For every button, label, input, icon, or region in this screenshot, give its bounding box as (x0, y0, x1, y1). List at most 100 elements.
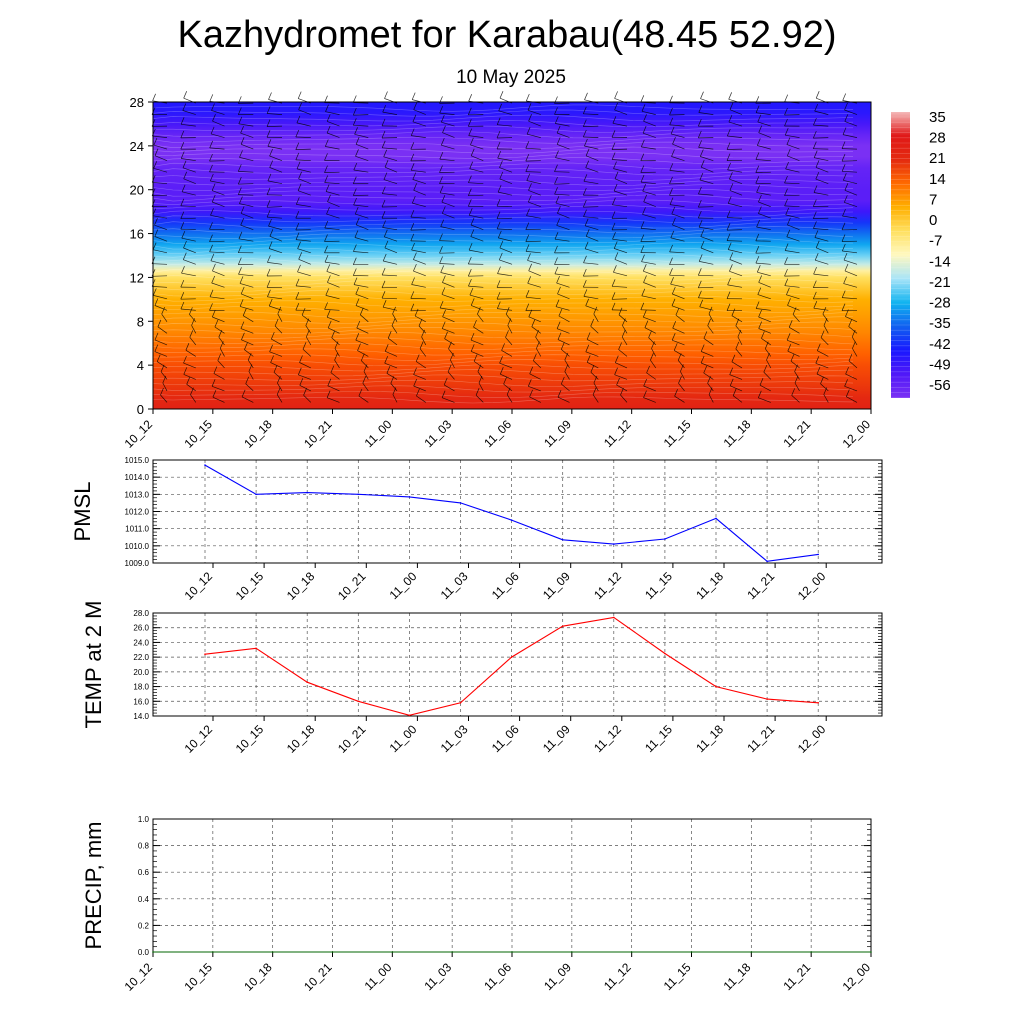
colorbar (891, 112, 910, 398)
data-point (664, 538, 666, 540)
wind-barb (727, 230, 742, 231)
wind-barb (612, 299, 627, 300)
y-tick-label: 1012.0 (125, 508, 150, 517)
wind-barb (267, 126, 282, 127)
heatmap-x-tick-label: 10_15 (181, 417, 215, 451)
y-tick-label: 0.4 (138, 895, 150, 904)
wind-barb (296, 149, 311, 150)
wind-barb-flag (785, 95, 788, 102)
wind-barb-flag (615, 91, 618, 98)
heatmap-y-tick-label: 28 (130, 95, 144, 110)
data-point (392, 951, 394, 953)
y-tick-label: 16.0 (133, 697, 149, 706)
x-tick-label: 11_09 (540, 569, 573, 602)
x-tick-label: 10_21 (301, 960, 335, 994)
data-point (511, 951, 513, 953)
heatmap-x-tick-label: 11_09 (541, 417, 574, 450)
x-tick-label: 11_03 (438, 722, 471, 755)
wind-barb (353, 115, 368, 116)
data-point (571, 951, 573, 953)
wind-barb (641, 310, 656, 311)
x-tick-label: 11_12 (601, 960, 634, 993)
data-point (751, 951, 753, 953)
wind-barb-flag (184, 91, 187, 98)
x-tick-label: 11_21 (744, 722, 777, 755)
data-point (306, 681, 308, 683)
data-point (715, 686, 717, 688)
pmsl-panel: 1009.01010.01011.01012.01013.01014.01015… (70, 456, 882, 603)
heatmap-y-tick-label: 4 (137, 358, 144, 373)
colorbar-label: 0 (929, 212, 937, 229)
y-tick-label: 1015.0 (125, 456, 150, 465)
colorbar-label: -28 (929, 295, 951, 312)
x-tick-label: 10_12 (122, 960, 156, 994)
data-point (358, 494, 360, 496)
y-tick-label: 22.0 (133, 653, 149, 662)
colorbar-label: -35 (929, 315, 951, 332)
wind-barb (497, 206, 512, 207)
heatmap-x-tick-label: 10_21 (301, 417, 335, 451)
heatmap-y-tick-label: 0 (137, 402, 144, 417)
x-tick-label: 10_18 (284, 722, 318, 756)
wind-barb-flag (469, 94, 472, 101)
x-tick-label: 11_15 (661, 960, 694, 993)
x-tick-label: 10_18 (241, 960, 275, 994)
data-point (715, 518, 717, 520)
wind-barb-flag (153, 94, 156, 101)
data-point (613, 543, 615, 545)
data-point (817, 554, 819, 556)
wind-barb (698, 287, 713, 288)
wind-barb-flag (210, 94, 213, 101)
heatmap-y-tick-label: 24 (130, 139, 144, 154)
data-point (664, 653, 666, 655)
wind-barb-flag (701, 92, 704, 99)
wind-barb-flag (526, 94, 529, 101)
data-point (460, 502, 462, 504)
wind-barb (181, 218, 196, 219)
x-tick-label: 10_12 (182, 569, 216, 603)
colorbar-label: -56 (929, 377, 951, 394)
wind-barb-flag (385, 92, 388, 99)
x-tick-label: 11_21 (780, 960, 813, 993)
x-tick-label: 11_03 (421, 960, 454, 993)
data-point (870, 951, 872, 953)
data-point (810, 951, 812, 953)
y-tick-label: 20.0 (133, 668, 149, 677)
colorbar-label: 35 (929, 109, 946, 126)
heatmap-y-tick-label: 8 (137, 314, 144, 329)
data-point (562, 625, 564, 627)
wind-barb (497, 218, 512, 219)
x-tick-label: 11_06 (481, 960, 514, 993)
data-point (306, 492, 308, 494)
x-tick-label: 12_00 (795, 569, 829, 603)
x-tick-label: 11_09 (541, 960, 574, 993)
x-tick-label: 11_00 (387, 722, 420, 755)
y-tick-label: 0.8 (138, 842, 150, 851)
y-tick-label: 1014.0 (125, 473, 150, 482)
wind-barb-flag (500, 91, 503, 98)
x-tick-label: 11_03 (438, 569, 471, 602)
wind-barb-flag (641, 95, 644, 102)
data-point (409, 496, 411, 498)
chart-subtitle: 10 May 2025 (456, 67, 566, 88)
heatmap-x-tick-label: 12_00 (840, 417, 874, 451)
y-tick-label: 1013.0 (125, 490, 150, 499)
wind-barb (698, 275, 713, 276)
data-point (332, 951, 334, 953)
colorbar-label: 28 (929, 130, 946, 147)
x-tick-label: 12_00 (840, 960, 874, 994)
wind-barb (468, 195, 483, 196)
x-tick-label: 11_06 (489, 722, 522, 755)
wind-barb (785, 195, 800, 196)
heatmap-x-tick-label: 11_18 (721, 417, 754, 450)
data-point (562, 539, 564, 541)
data-point (766, 561, 768, 563)
data-point (511, 656, 513, 658)
colorbar-label: 7 (929, 191, 937, 208)
x-tick-label: 11_18 (721, 960, 754, 993)
wind-barb (382, 287, 397, 288)
